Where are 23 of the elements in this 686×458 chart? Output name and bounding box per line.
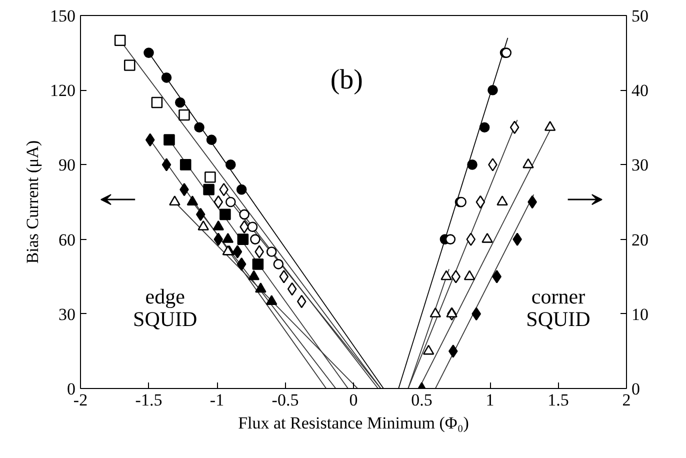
x-tick-label: 1.5 [548, 390, 569, 410]
x-axis-title: Flux at Resistance Minimum (Φ₀) [238, 414, 469, 432]
y2-tick-label: 50 [632, 6, 648, 26]
x-tick-label: -1 [210, 390, 224, 410]
x-tick-label: 0 [349, 390, 358, 410]
annotation: edge SQUID [133, 284, 198, 331]
y-tick-label: 60 [58, 230, 76, 250]
x-tick-label: -1.5 [135, 390, 162, 410]
x-tick-label: -0.5 [272, 390, 299, 410]
annotation: corner SQUID [526, 284, 590, 331]
x-tick-label: 0.5 [411, 390, 432, 410]
y-axis-title: Bias Current (μA) [23, 140, 42, 264]
y2-tick-label: 40 [632, 81, 648, 100]
y-tick-label: 30 [58, 304, 76, 324]
y-tick-label: 90 [58, 156, 76, 175]
y2-tick-label: 30 [632, 156, 648, 175]
y-tick-label: 150 [50, 6, 76, 26]
x-tick-label: 2 [622, 390, 631, 410]
annotation: (b) [330, 64, 364, 96]
y2-tick-label: 20 [632, 230, 648, 250]
y2-tick-label: 10 [632, 304, 648, 324]
x-tick-label: 1 [486, 390, 494, 410]
y-tick-label: 120 [50, 81, 76, 100]
